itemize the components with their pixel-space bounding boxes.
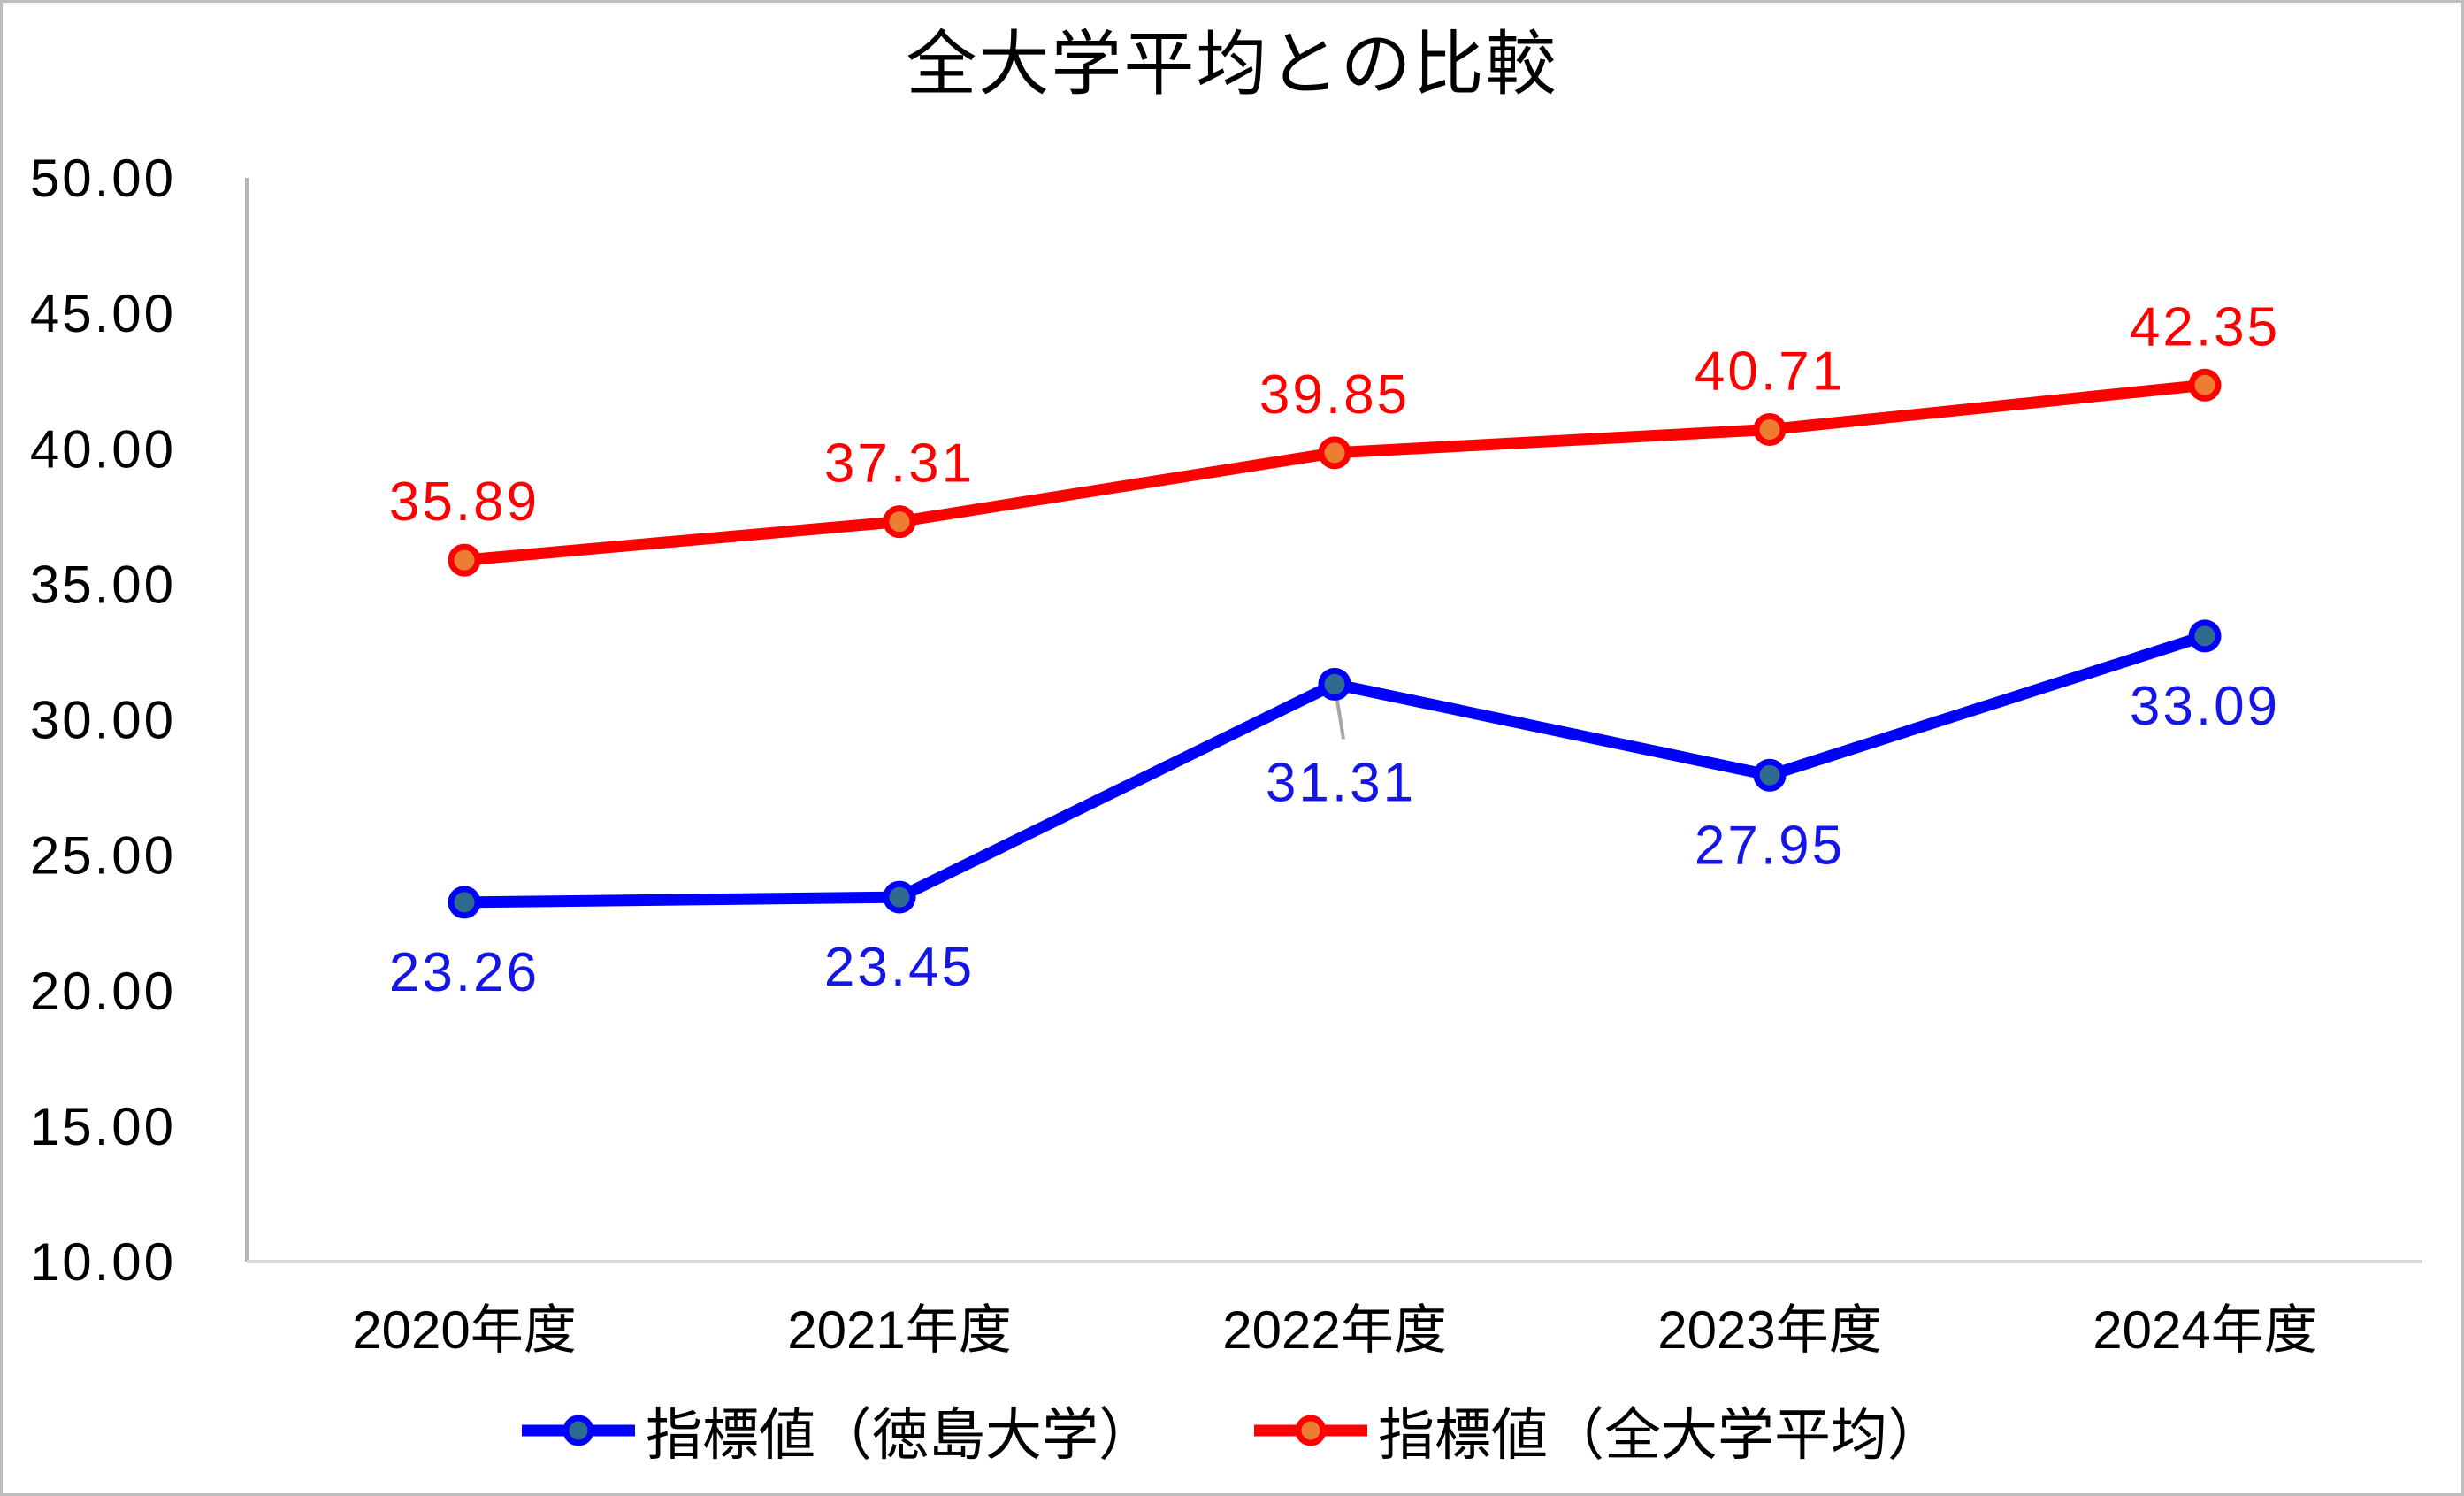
data-label: 39.85 — [1259, 364, 1410, 426]
x-category-label: 2022年度 — [1222, 1300, 1446, 1360]
data-label: 31.31 — [1266, 752, 1416, 813]
x-category-label: 2023年度 — [1657, 1300, 1881, 1360]
y-tick-label: 15.00 — [30, 1097, 176, 1156]
x-category-label: 2024年度 — [2093, 1300, 2316, 1360]
data-point-marker — [2188, 619, 2222, 653]
legend-marker-icon — [1254, 1415, 1367, 1446]
legend-item-tokushima: 指標値（徳島大学） — [520, 1390, 1155, 1471]
chart-title: 全大学平均との比較 — [906, 25, 1558, 104]
data-point-marker — [883, 880, 916, 914]
data-point-marker — [2188, 368, 2222, 402]
data-point-marker — [883, 505, 916, 539]
data-label: 27.95 — [1695, 815, 1845, 876]
data-label: 42.35 — [2130, 296, 2280, 357]
data-point-marker — [1318, 667, 1351, 701]
y-tick-label: 20.00 — [30, 962, 176, 1021]
data-point-marker — [1318, 436, 1351, 470]
data-label: 35.89 — [389, 472, 539, 533]
data-point-marker — [448, 886, 481, 919]
y-tick-label: 50.00 — [30, 149, 176, 208]
data-label: 33.09 — [2130, 676, 2280, 737]
x-category-label: 2020年度 — [352, 1300, 576, 1360]
legend-label: 指標値（徳島大学） — [646, 1403, 1155, 1467]
data-label: 37.31 — [824, 433, 975, 495]
y-tick-label: 35.00 — [30, 555, 176, 614]
data-label: 23.26 — [389, 942, 539, 1003]
y-tick-label: 10.00 — [30, 1232, 176, 1292]
plot-area: 50.00 45.00 40.00 35.00 30.00 25.00 20.00 15.00… — [30, 149, 2422, 1360]
data-point-marker — [1753, 758, 1787, 792]
y-tick-label: 45.00 — [30, 284, 176, 343]
data-label: 40.71 — [1695, 341, 1845, 403]
legend-marker-icon — [522, 1415, 635, 1446]
legend-label: 指標値（全大学平均） — [1378, 1403, 1944, 1467]
legend: 指標値（徳島大学） 指標値（全大学平均） — [3, 1390, 2461, 1471]
y-tick-label: 25.00 — [30, 826, 176, 886]
legend-item-all-univ-average: 指標値（全大学平均） — [1252, 1390, 1944, 1471]
y-tick-label: 30.00 — [30, 691, 176, 750]
data-point-marker — [448, 543, 481, 577]
data-point-marker — [1753, 413, 1787, 447]
data-label: 23.45 — [824, 937, 975, 998]
y-tick-label: 40.00 — [30, 419, 176, 479]
x-category-label: 2021年度 — [787, 1300, 1011, 1360]
